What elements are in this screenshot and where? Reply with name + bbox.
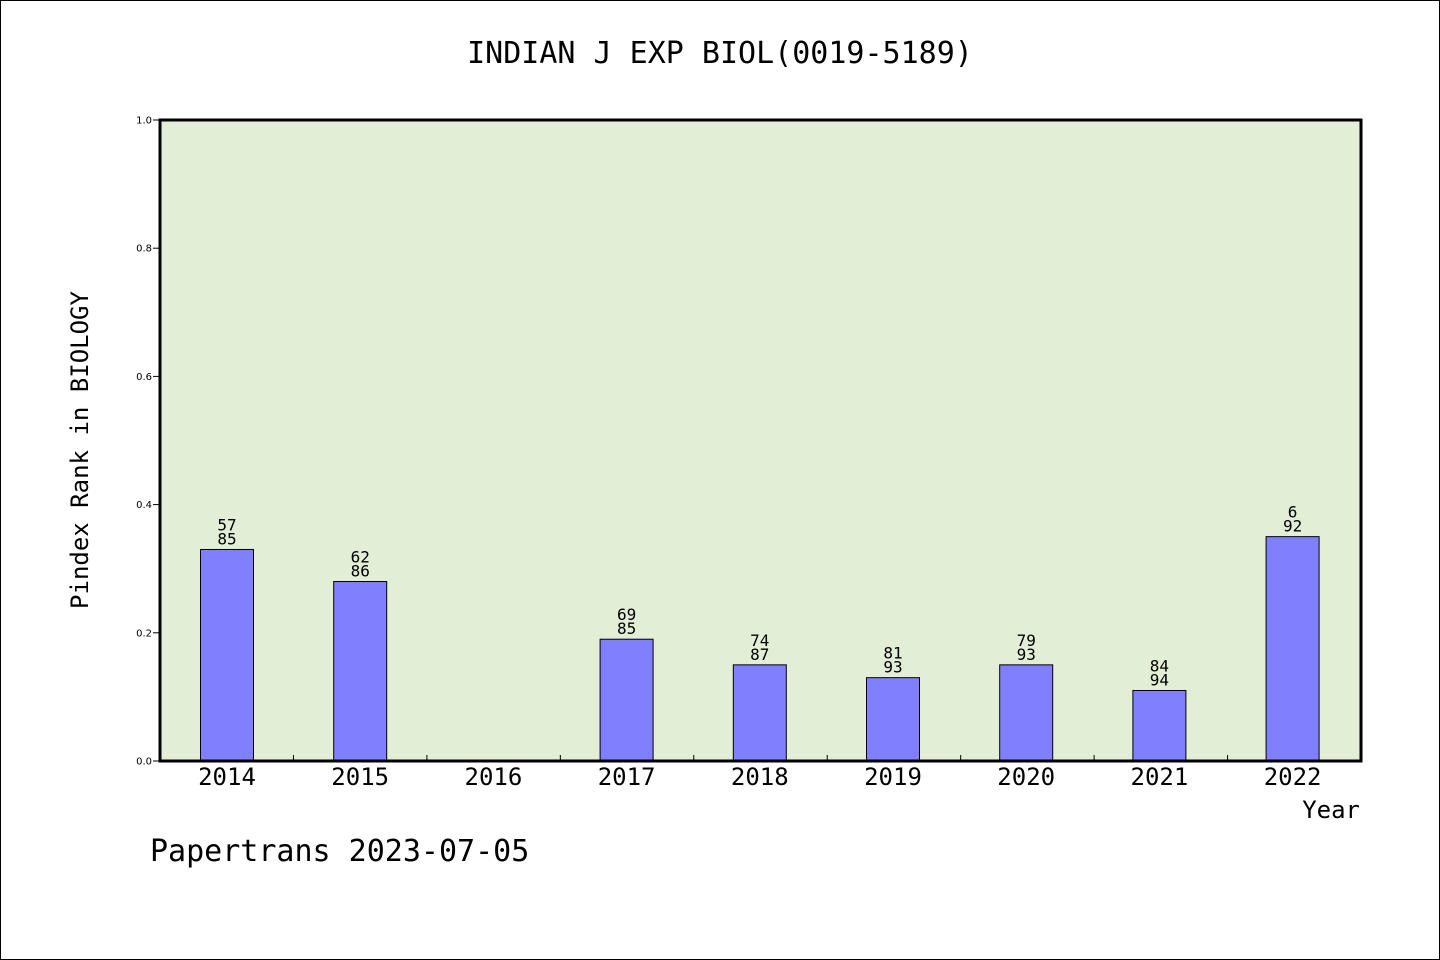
x-tick-label: 2018 (731, 763, 789, 791)
bar-label-top: 79 (1017, 631, 1036, 650)
chart-title: INDIAN J EXP BIOL(0019-5189) (467, 36, 973, 71)
bar (1265, 536, 1320, 762)
x-tick-label: 2019 (864, 763, 922, 791)
bar-label-bottom: 94 (1150, 670, 1169, 689)
x-tick-label: 2020 (997, 763, 1055, 791)
bar-label-bottom: 85 (617, 619, 636, 638)
x-tick-label: 2016 (465, 763, 523, 791)
bar (333, 581, 388, 762)
bar-label-top: 57 (217, 515, 236, 534)
y-tick-label: 1.0 (136, 116, 152, 127)
bar-label-bottom: 87 (750, 645, 769, 664)
y-tick-label: 0.8 (136, 244, 152, 255)
y-axis-label: Pindex Rank in BIOLOGY (66, 291, 94, 609)
bar-label-top: 84 (1150, 656, 1169, 675)
bar-label-top: 62 (351, 548, 370, 567)
bar-label-bottom: 85 (217, 529, 236, 548)
bar (732, 664, 787, 762)
y-axis: 0.0 0.2 0.4 0.6 0.8 1.0 (136, 116, 160, 768)
y-tick-label: 0.6 (136, 372, 152, 383)
y-tick-label: 0.0 (136, 757, 152, 768)
bar-series (200, 536, 1320, 762)
x-tick-label: 2014 (198, 763, 256, 791)
bar-label-bottom: 93 (1017, 645, 1036, 664)
bar (866, 677, 920, 762)
bar-label-top: 74 (750, 631, 769, 650)
y-tick-label: 0.2 (136, 628, 152, 639)
bar (599, 638, 654, 762)
footer-credit: Papertrans 2023-07-05 (150, 834, 530, 869)
bar (999, 664, 1054, 762)
x-tick-label: 2015 (331, 763, 389, 791)
x-tick-label: 2017 (598, 763, 656, 791)
x-axis: 2014 2015 2016 2017 2018 2019 2020 2021 2022 (198, 755, 1321, 791)
bar-label-top: 6 (1288, 503, 1298, 522)
x-tick-label: 2021 (1131, 763, 1189, 791)
bar-label-bottom: 92 (1283, 517, 1302, 536)
bar (200, 548, 254, 762)
y-tick-label: 0.4 (136, 500, 152, 511)
x-axis-label: Year (1302, 796, 1360, 824)
bar-label-top: 81 (883, 644, 902, 663)
bar-label-bottom: 93 (883, 658, 902, 677)
plot-border (158, 118, 1363, 763)
bar-label-top: 69 (617, 605, 636, 624)
x-tick-label: 2022 (1264, 763, 1322, 791)
bar-label-bottom: 86 (351, 562, 370, 581)
bar (1132, 689, 1187, 762)
